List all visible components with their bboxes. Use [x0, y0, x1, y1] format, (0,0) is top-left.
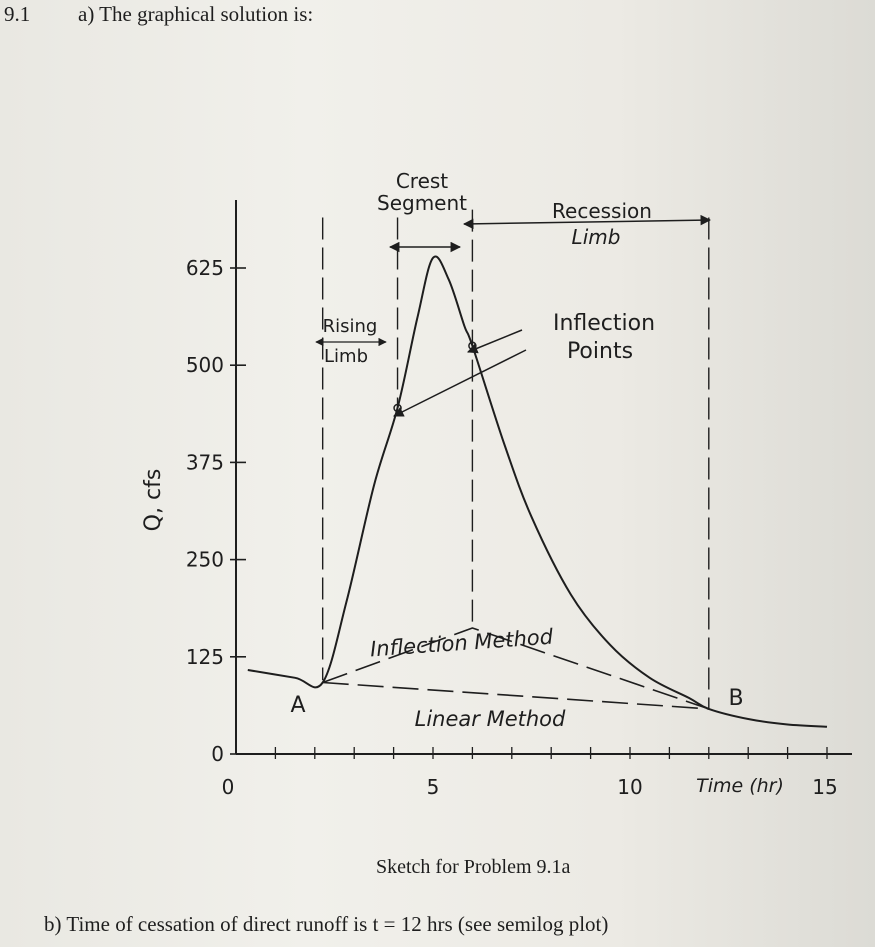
linear-method-label: Linear Method: [415, 707, 566, 731]
figure-caption: Sketch for Problem 9.1a: [376, 856, 571, 878]
inflection-pointer-upper: [467, 329, 523, 354]
point-a-label: A: [290, 693, 305, 718]
y-tick-label: 500: [186, 353, 224, 377]
y-axis-title: Q, cfs: [141, 469, 166, 532]
inflection-point-markers: [393, 341, 477, 413]
limb-boundary-lines: [321, 209, 710, 709]
crest-label-line1: Crest: [396, 169, 448, 193]
point-b-label: B: [728, 686, 743, 711]
x-axis-title: Time (hr): [696, 775, 784, 797]
crest-label-line2: Segment: [377, 191, 467, 215]
inflection-pointer-lower: [393, 349, 527, 417]
x-tick-label: 5: [427, 775, 440, 799]
y-tick-label: 625: [186, 256, 224, 280]
series-line-2: [322, 627, 710, 710]
inflection-method-label: Inflection Method: [369, 625, 554, 662]
recession-label-line1: Recession: [552, 199, 652, 223]
y-tick-label: 0: [211, 742, 224, 766]
y-axis-ticks: 0 125 250 375 500 625: [186, 256, 246, 766]
x-tick-label: 15: [812, 775, 837, 799]
series-line-3: [322, 681, 709, 710]
x-tick-label: 0: [222, 775, 235, 799]
y-tick-label: 250: [186, 548, 224, 572]
problem-number: 9.1: [4, 2, 31, 26]
part-a-heading: a) The graphical solution is:: [78, 2, 314, 26]
x-axis-ticks: 0 5 10 15: [222, 747, 838, 799]
recession-limb-arrow: [462, 214, 712, 230]
inflection-points-label-line1: Inflection: [553, 311, 655, 336]
x-tick-label: 10: [617, 775, 642, 799]
part-b-text: b) Time of cessation of direct runoff is…: [44, 912, 609, 936]
recession-label-line2: Limb: [572, 225, 621, 249]
rising-label-line2: Limb: [324, 346, 368, 367]
y-tick-label: 375: [186, 450, 224, 474]
rising-label-line1: Rising: [323, 316, 378, 337]
y-tick-label: 125: [186, 645, 224, 669]
inflection-points-label-line2: Points: [567, 339, 633, 364]
